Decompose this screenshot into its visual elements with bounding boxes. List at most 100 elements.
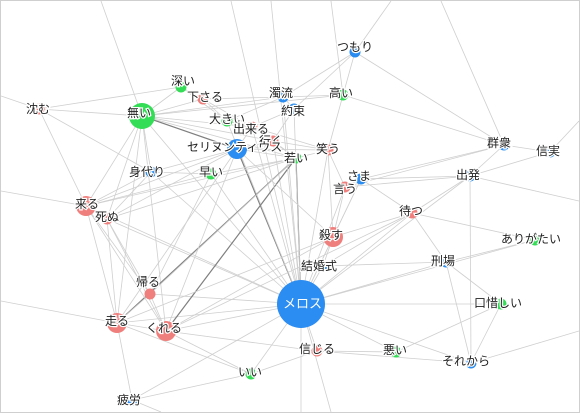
node-shinjiru[interactable]: 信じる — [298, 341, 337, 358]
node-yakusoku[interactable]: 約束 — [280, 102, 307, 120]
node-migawari[interactable]: 身代り — [128, 163, 167, 181]
node-circle-takai[interactable] — [337, 89, 349, 101]
node-matsu[interactable]: 待つ — [398, 203, 425, 220]
edge-shinu-kaeru — [106, 218, 151, 295]
node-iu[interactable]: 言う — [332, 181, 359, 198]
node-label-arigatai: ありがたい — [501, 231, 561, 246]
node-circle-tsumori[interactable] — [349, 46, 361, 58]
node-label-shinjitsu: 信実 — [536, 143, 560, 158]
edge-selinuntius-hashiru — [116, 148, 238, 324]
edge-hayai-kaeru — [149, 173, 212, 295]
node-circle-iu[interactable] — [339, 181, 351, 193]
node-shuppatsu[interactable]: 出発 — [455, 167, 482, 184]
node-label-yakusoku: 約束 — [281, 103, 305, 118]
node-label-shizumu: 沈む — [26, 101, 50, 116]
node-hayai[interactable]: 早い — [198, 164, 225, 181]
node-korosu[interactable]: 殺す — [318, 227, 344, 247]
node-label-kekkonshiki: 結婚式 — [301, 259, 337, 273]
edge-nai-dakuryu — [141, 96, 284, 117]
edge-kuchioshii-warui — [395, 303, 502, 353]
edge-dakuryu-takai — [282, 94, 344, 98]
node-circle-iku[interactable] — [267, 135, 279, 147]
node-wakai[interactable]: 若い — [283, 150, 310, 167]
node-selinuntius[interactable]: セリヌンティウス — [186, 139, 284, 159]
node-shinu[interactable]: 死ぬ — [94, 209, 121, 226]
node-circle-yakusoku[interactable] — [288, 103, 300, 115]
node-sorekara[interactable]: それから — [441, 353, 492, 370]
node-circle-keijo[interactable] — [440, 256, 452, 268]
node-takai[interactable]: 高い — [328, 84, 355, 102]
edge-meros-kaeru — [149, 293, 302, 305]
node-fukai[interactable]: 深い — [170, 73, 196, 93]
node-circle-korosu[interactable] — [323, 227, 343, 247]
node-sagaru[interactable]: 下さる — [186, 89, 225, 106]
node-circle-selinuntius[interactable] — [227, 139, 247, 159]
node-circle-warui[interactable] — [390, 346, 402, 358]
edge-sagaru-dekiru — [202, 98, 253, 128]
node-iku[interactable]: 行く — [258, 133, 285, 150]
node-circle-shinjitsu[interactable] — [544, 146, 556, 158]
node-circle-fukai[interactable] — [175, 81, 187, 93]
node-circle-wakai[interactable] — [290, 152, 302, 164]
edge-kuru-kureru — [85, 205, 167, 332]
node-circle-warau[interactable] — [322, 144, 334, 156]
node-kaeru[interactable]: 帰る — [135, 274, 161, 300]
node-label-iu: 言う — [333, 182, 357, 196]
node-circle-dakuryu[interactable] — [277, 91, 289, 103]
node-hiro[interactable]: 疲労 — [116, 391, 143, 409]
node-shinjitsu[interactable]: 信実 — [535, 142, 562, 160]
node-keijo[interactable]: 刑場 — [430, 253, 457, 270]
node-circle-shinu[interactable] — [101, 213, 113, 225]
node-circle-hiro[interactable] — [126, 394, 138, 406]
node-circle-sorekara[interactable] — [465, 357, 477, 369]
node-circle-matsu[interactable] — [406, 207, 418, 219]
node-kuru[interactable]: 来る — [74, 196, 100, 216]
node-gunshu[interactable]: 群衆 — [486, 135, 513, 152]
node-circle-kaeru[interactable] — [144, 288, 156, 300]
node-kuchioshii[interactable]: 口惜しい — [473, 295, 524, 312]
node-circle-dekiru[interactable] — [246, 121, 258, 133]
edge-shinu-kureru — [106, 218, 167, 332]
node-warui[interactable]: 悪い — [382, 342, 409, 359]
node-nai[interactable]: 無い — [126, 103, 155, 129]
node-circle-sagaru[interactable] — [197, 93, 209, 105]
node-circle-gunshu[interactable] — [498, 139, 510, 151]
node-shizumu[interactable]: 沈む — [25, 100, 52, 118]
node-meros[interactable]: メロス — [277, 280, 325, 328]
node-ii[interactable]: いい — [237, 364, 264, 381]
node-circle-kuchioshii[interactable] — [495, 298, 507, 310]
node-kekkonshiki[interactable]: 結婚式 — [300, 258, 339, 275]
node-circle-shizumu[interactable] — [33, 103, 45, 115]
edge-gunshu-tsumori — [354, 51, 505, 146]
node-circle-shinjiru[interactable] — [311, 345, 323, 357]
node-circle-ii[interactable] — [245, 368, 257, 380]
node-dekiru[interactable]: 出来る — [232, 121, 271, 138]
edge-meros-kuru — [85, 205, 302, 305]
node-circle-kureru[interactable] — [156, 321, 176, 341]
node-circle-nai[interactable] — [129, 103, 155, 129]
node-circle-hayai[interactable] — [205, 168, 217, 180]
node-circle-kekkonshiki[interactable] — [317, 260, 329, 272]
node-circle-arigatai[interactable] — [529, 234, 541, 246]
node-arigatai[interactable]: ありがたい — [500, 230, 563, 248]
node-ookii[interactable]: 大きい — [208, 111, 247, 128]
node-circle-shuppatsu[interactable] — [464, 170, 476, 182]
node-kureru[interactable]: くれる — [145, 320, 183, 341]
node-circle-hashiru[interactable] — [107, 313, 127, 333]
node-tsumori[interactable]: つもり — [336, 39, 374, 58]
node-warau[interactable]: 笑う — [315, 140, 342, 158]
node-sama[interactable]: さま — [346, 168, 372, 185]
node-circle-meros[interactable] — [277, 280, 325, 328]
node-label-sorekara: それから — [442, 354, 490, 368]
node-label-ookii: 大きい — [209, 112, 245, 126]
node-dakuryu[interactable]: 濁流 — [268, 85, 294, 103]
node-circle-kuru[interactable] — [76, 196, 96, 216]
edge-nai-kureru — [141, 115, 167, 332]
node-circle-migawari[interactable] — [145, 166, 157, 178]
node-circle-sama[interactable] — [355, 173, 367, 185]
node-circle-ookii[interactable] — [221, 115, 233, 127]
edge-matsu-kekkonshiki — [322, 212, 413, 267]
edge-iu-shuppatsu — [344, 175, 471, 188]
node-hashiru[interactable]: 走る — [104, 313, 130, 333]
